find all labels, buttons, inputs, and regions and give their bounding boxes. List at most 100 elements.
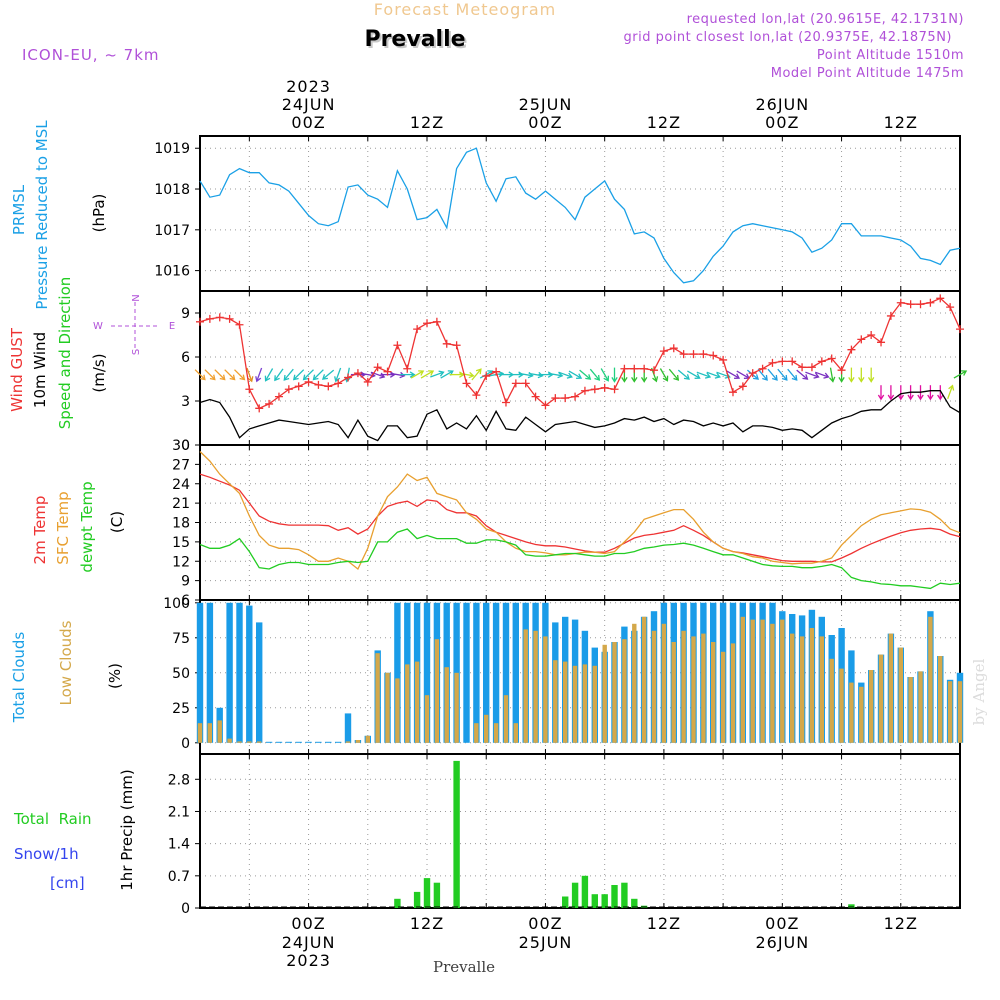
- total-cloud-bar: [246, 605, 253, 743]
- low-cloud-bar: [829, 658, 834, 743]
- low-cloud-bar: [414, 661, 420, 743]
- wind-arrow: [528, 372, 543, 377]
- temp-sfc-line: [199, 451, 961, 571]
- wind-arrow: [234, 369, 245, 380]
- wind-arrow-head: [585, 374, 592, 380]
- wind-arrow: [246, 367, 253, 382]
- wind-gust-marker: [492, 367, 501, 376]
- wind-gust-marker: [265, 399, 274, 408]
- wind-arrow-head: [753, 374, 760, 380]
- low-cloud-bar: [197, 723, 203, 743]
- wind-gust-marker: [462, 379, 471, 388]
- footer-location: Prevalle: [433, 958, 495, 976]
- watermark: by Angel: [970, 658, 988, 725]
- top-date-label: 25JUN: [519, 95, 573, 114]
- wind-arrow-head: [247, 376, 254, 383]
- wind-gust-marker: [423, 319, 432, 328]
- y-tick-label: 18: [172, 516, 190, 532]
- wind-gust-marker: [511, 379, 520, 388]
- wind-arrow: [579, 369, 591, 380]
- total-cloud-bar: [206, 602, 214, 743]
- wind-unit: (m/s): [90, 353, 108, 392]
- wind-gust-marker: [571, 392, 580, 401]
- temp-2m-line: [199, 473, 961, 563]
- wind-gust-marker: [867, 331, 876, 339]
- wind-arrow: [430, 371, 444, 378]
- low-cloud-bar: [770, 623, 775, 743]
- low-cloud-bar: [681, 630, 686, 743]
- low-cloud-bar: [938, 656, 943, 743]
- wind-gust-marker: [215, 313, 224, 322]
- wind-gust-marker: [561, 394, 570, 403]
- temp-sfc-label: SFC Temp: [54, 491, 72, 564]
- low-cloud-bar: [651, 630, 657, 743]
- wind-arrow-head: [877, 394, 885, 401]
- low-cloud-bar: [503, 695, 509, 743]
- wind-arrow-head: [312, 374, 319, 381]
- wind-arrow-head: [603, 375, 610, 382]
- wind-gust-marker: [758, 364, 767, 373]
- wind-gust-marker: [235, 320, 244, 329]
- wind-arrow-head: [937, 394, 944, 401]
- low-cloud-bar: [365, 735, 370, 743]
- low-cloud-bar: [701, 633, 706, 743]
- compass-rose: N S W E: [93, 294, 175, 355]
- wind-gust-marker: [610, 385, 619, 394]
- wind-arrow-head: [887, 394, 895, 401]
- low-cloud-bar: [780, 619, 785, 743]
- y-tick-label: 9: [181, 574, 190, 590]
- pressure-side-label: PRMSL Pressure Reduced to MSL (hPa): [10, 120, 108, 310]
- wind-side-label: Wind GUST 10m Wind Speed and Direction (…: [8, 277, 175, 430]
- wind-arrow-head: [791, 374, 798, 381]
- wind-arrow-head: [704, 372, 712, 379]
- total-cloud-bar: [196, 602, 204, 743]
- total-cloud-bar: [315, 741, 322, 743]
- clouds-unit: (%): [106, 663, 124, 689]
- wind-arrow: [440, 370, 454, 379]
- wind-arrow: [204, 369, 216, 380]
- low-cloud-bar: [345, 741, 351, 743]
- wind-gust-marker: [383, 367, 392, 376]
- top-hour-label: 12Z: [884, 113, 918, 132]
- point-altitude: Point Altitude 1510m: [817, 48, 964, 63]
- y-tick-label: 50: [172, 666, 190, 682]
- low-cloud-bar: [947, 681, 953, 743]
- bottom-hour-label: 12Z: [410, 914, 444, 933]
- rain-bar: [423, 878, 431, 908]
- total-cloud-bar: [275, 741, 283, 743]
- wind-arrow-head: [640, 377, 648, 383]
- low-cloud-bar: [632, 623, 637, 743]
- temp-2m-label: 2m Temp: [31, 496, 49, 565]
- wind-gust-marker: [314, 380, 323, 389]
- wind-gust-marker: [521, 379, 530, 388]
- wind-arrow-head: [229, 374, 236, 381]
- clouds-panel: 0 25 50 75 100: [163, 596, 964, 755]
- wind-arrow: [194, 369, 206, 380]
- bottom-hour-label: 12Z: [884, 914, 918, 933]
- wind-gust-marker: [363, 377, 372, 386]
- wind-arrow-head: [829, 376, 836, 383]
- low-cloud-bar: [878, 654, 884, 743]
- low-cloud-bar: [918, 671, 923, 743]
- bottom-hour-label: 00Z: [528, 914, 562, 933]
- wind-dir-label: Speed and Direction: [56, 277, 74, 430]
- y-tick-label: 9: [181, 306, 190, 322]
- wind-gust-marker: [294, 382, 303, 391]
- low-cloud-bar: [533, 630, 538, 743]
- low-cloud-bar: [553, 660, 558, 743]
- wind-arrow: [814, 371, 829, 378]
- wind-arrow: [767, 368, 778, 381]
- wind-arrow-head: [264, 375, 271, 382]
- low-cloud-bar: [671, 642, 676, 743]
- wind-arrow-head: [418, 370, 425, 376]
- dewpt-line: [199, 528, 961, 590]
- wind-arrow: [568, 370, 582, 379]
- y-tick-label: 1016: [154, 264, 190, 280]
- snow-label: Snow/1h: [14, 845, 79, 863]
- wind-arrow: [274, 368, 284, 381]
- wind-arrow-head: [302, 374, 309, 381]
- low-cloud-bar: [592, 665, 597, 743]
- low-cloud-bar: [790, 633, 795, 743]
- rain-bar: [591, 894, 598, 908]
